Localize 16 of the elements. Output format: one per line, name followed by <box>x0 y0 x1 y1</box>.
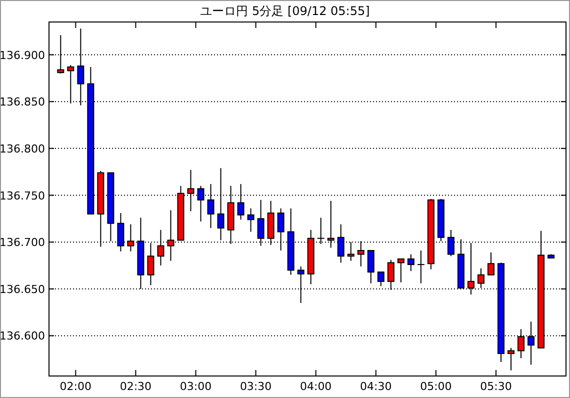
y-tick-label: 136.600 <box>0 330 45 343</box>
y-tick-label: 136.900 <box>0 48 45 62</box>
y-tick-label: 136.700 <box>0 236 45 250</box>
x-tick-label: 02:30 <box>120 380 152 393</box>
x-tick-label: 03:30 <box>240 380 272 393</box>
y-tick-label: 136.850 <box>0 96 45 109</box>
x-tick-label: 05:00 <box>420 380 452 393</box>
chart-title: ユーロ円 5分足 [09/12 05:55] <box>200 4 370 18</box>
x-tick-label: 05:30 <box>480 380 512 393</box>
y-tick-label: 136.800 <box>0 142 45 156</box>
x-tick-label: 03:00 <box>180 380 212 393</box>
y-tick-label: 136.650 <box>0 282 45 296</box>
y-tick-label: 136.750 <box>0 189 45 202</box>
x-tick-label: 04:00 <box>300 380 332 393</box>
x-tick-label: 04:30 <box>360 380 392 393</box>
x-tick-label: 02:00 <box>60 380 92 393</box>
